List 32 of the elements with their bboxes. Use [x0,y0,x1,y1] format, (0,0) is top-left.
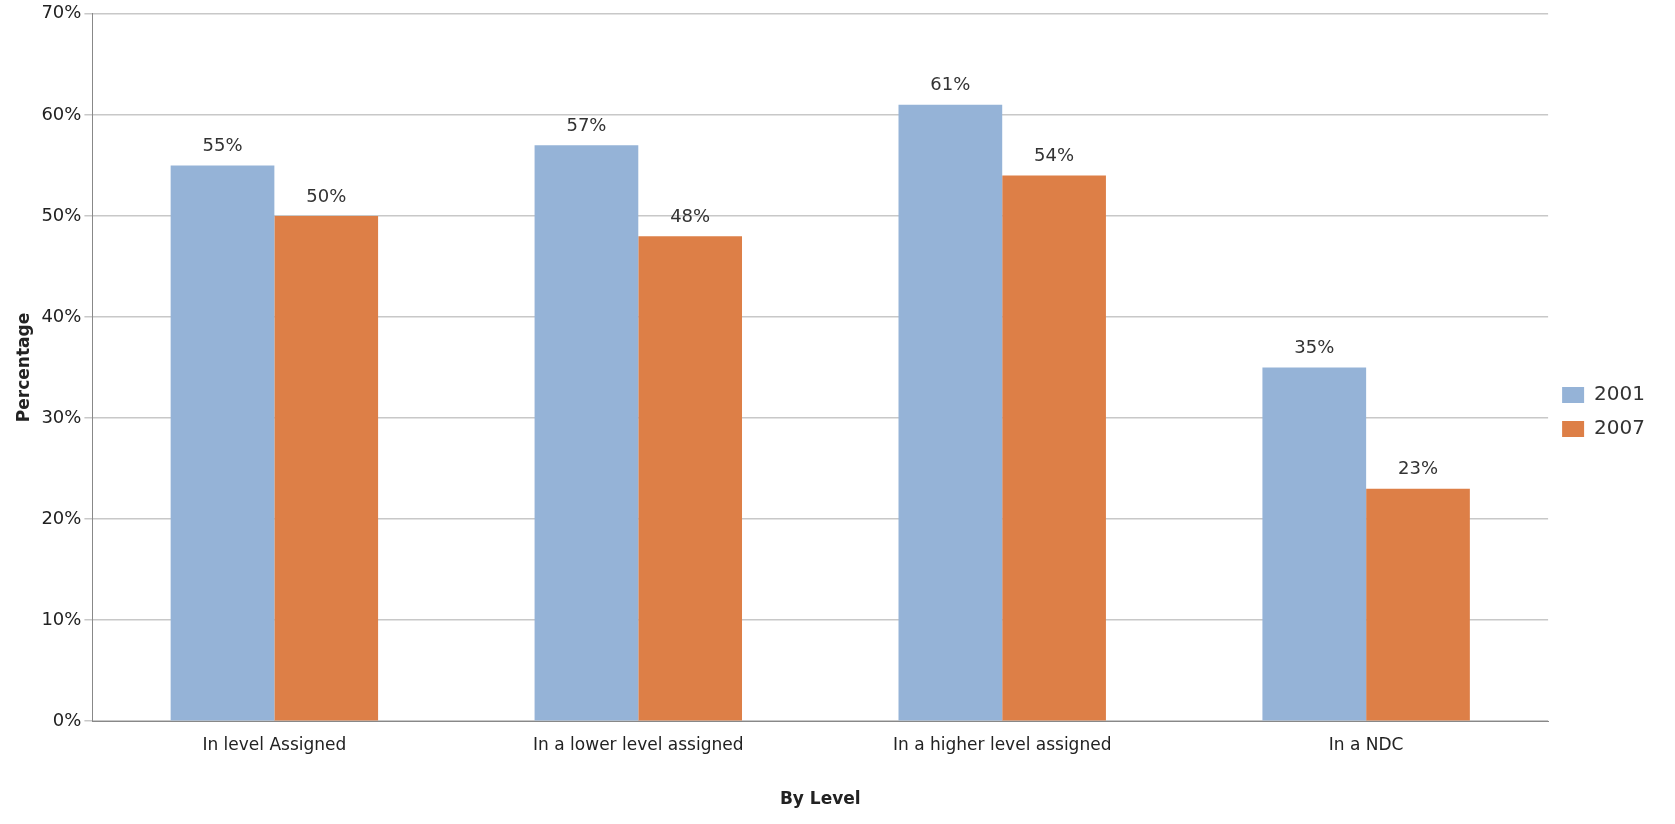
legend-label: 2001 [1594,381,1646,406]
bar [638,236,743,721]
bar [1366,488,1470,721]
y-tick-label: 60% [41,102,82,124]
data-label: 35% [1294,336,1335,358]
x-axis-title: By Level [779,788,861,809]
y-axis-title: Percentage [12,312,33,423]
y-tick-label: 50% [41,203,82,225]
bar [1002,175,1106,721]
bar [898,104,1003,721]
data-label: 48% [670,204,711,226]
bar [1262,367,1367,721]
y-tick-label: 0% [52,708,82,730]
bar [274,215,379,721]
y-tick-label: 10% [41,607,82,629]
data-label: 23% [1397,457,1439,479]
data-label: 61% [930,73,971,95]
bar [170,165,275,721]
data-label: 57% [566,113,607,135]
legend-label: 2007 [1594,415,1646,440]
x-tick-label: In a higher level assigned [893,733,1112,754]
bar [534,145,639,721]
y-tick-label: 20% [41,506,82,528]
y-tick-label: 40% [41,304,82,326]
x-tick-label: In level Assigned [202,733,347,754]
y-tick-label: 30% [41,405,82,427]
data-label: 50% [306,184,347,206]
y-tick-label: 70% [41,1,82,23]
x-tick-label: In a lower level assigned [533,733,744,754]
data-label: 54% [1034,144,1075,166]
x-tick-label: In a NDC [1328,733,1404,754]
data-label: 55% [202,134,243,156]
